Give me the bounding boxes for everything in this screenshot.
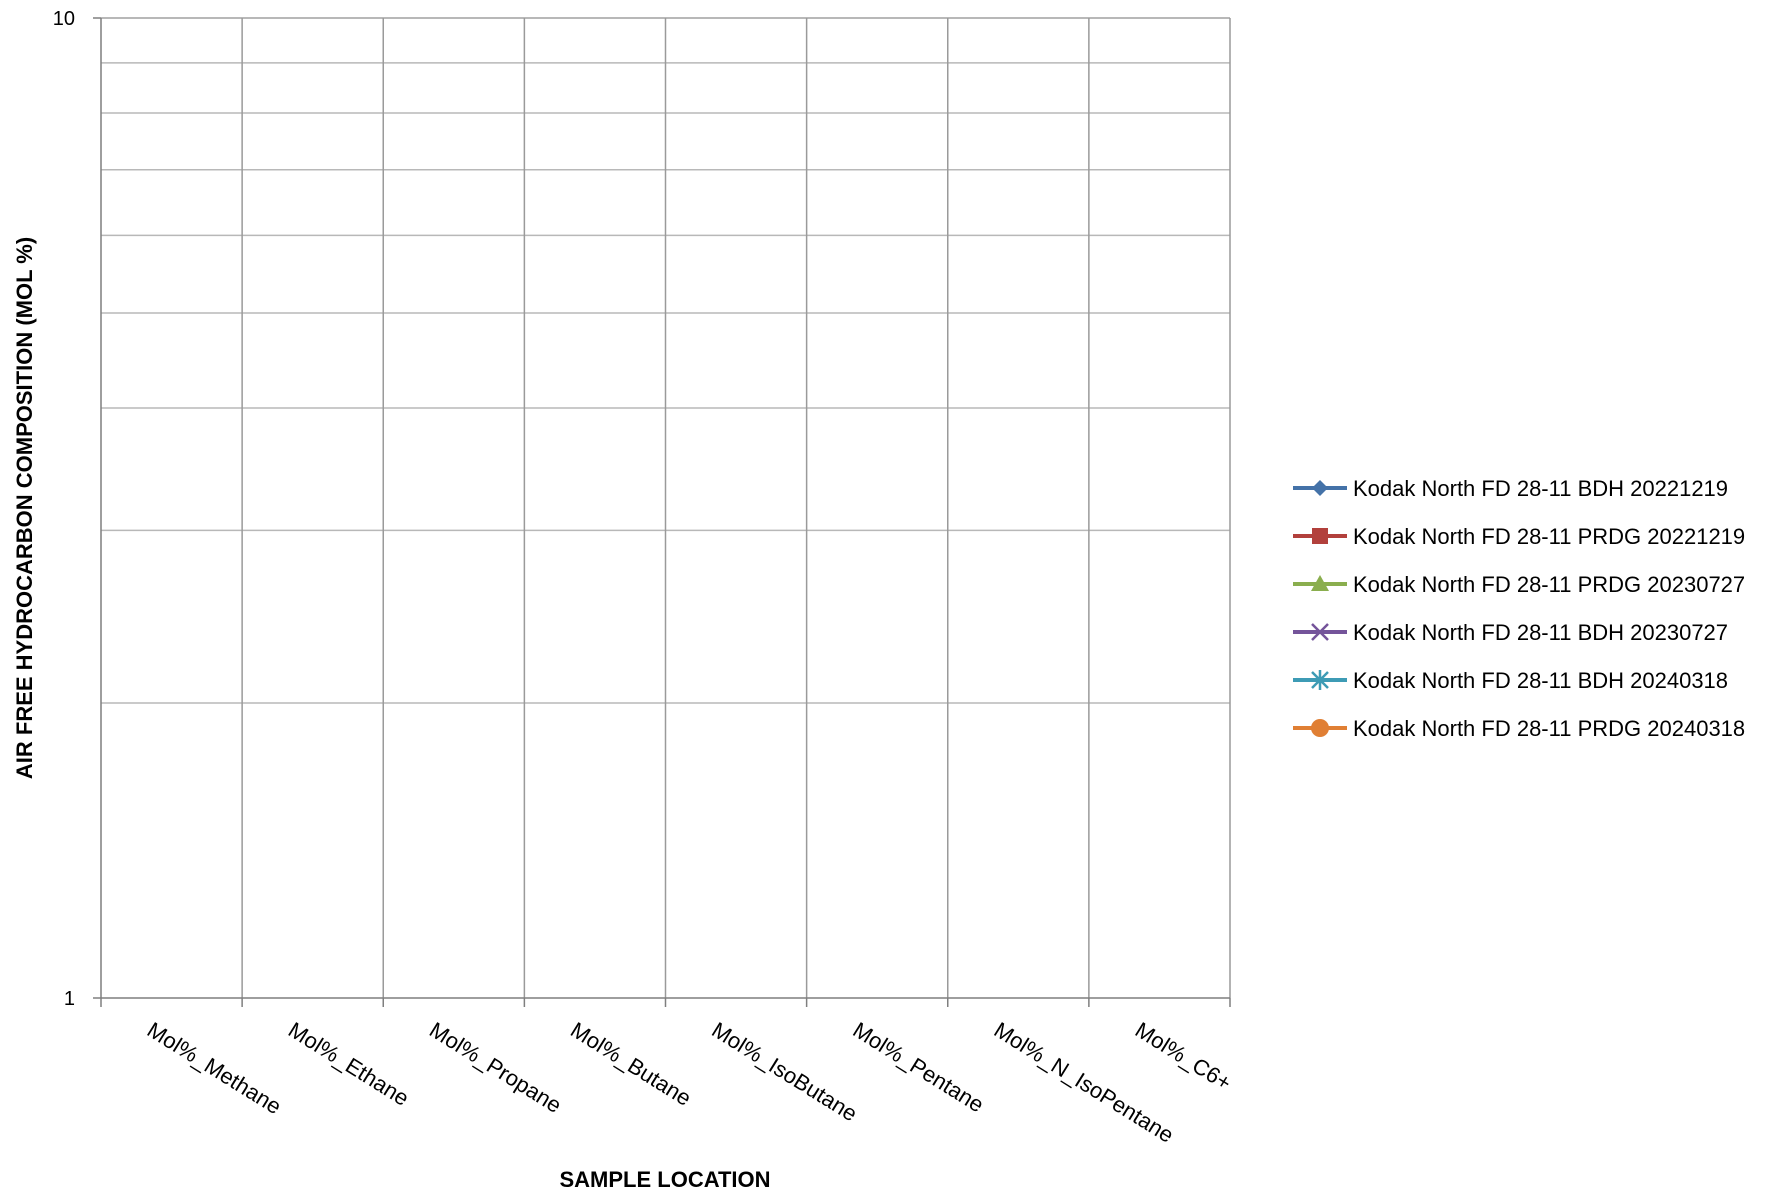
circle-marker-icon [1311, 719, 1329, 737]
x-category-label: Mol%_Propane [425, 1017, 566, 1118]
legend-item: Kodak North FD 28-11 BDH 20230727 [1293, 620, 1728, 645]
square-marker-icon [1312, 528, 1328, 544]
legend-label: Kodak North FD 28-11 BDH 20221219 [1353, 476, 1728, 501]
legend-item: Kodak North FD 28-11 PRDG 20221219 [1293, 524, 1745, 549]
x-category-label: Mol%_Methane [143, 1017, 286, 1119]
y-tick-label: 1 [64, 988, 75, 1010]
star-marker-icon [1311, 670, 1329, 690]
legend-item: Kodak North FD 28-11 PRDG 20230727 [1293, 572, 1745, 597]
legend-item: Kodak North FD 28-11 PRDG 20240318 [1293, 716, 1745, 741]
legend-label: Kodak North FD 28-11 PRDG 20230727 [1353, 572, 1745, 597]
x-category-label: Mol%_C6+ [1131, 1017, 1236, 1096]
tick-labels: 10 1 [53, 8, 75, 1010]
y-axis-title: AIR FREE HYDROCARBON COMPOSITION (MOL %) [12, 237, 37, 779]
x-axis-title: SAMPLE LOCATION [559, 1167, 770, 1192]
legend-item: Kodak North FD 28-11 BDH 20221219 [1293, 476, 1728, 501]
x-category-label: Mol%_Ethane [284, 1017, 413, 1111]
y-tick-label: 10 [53, 8, 75, 30]
legend-label: Kodak North FD 28-11 PRDG 20221219 [1353, 524, 1745, 549]
legend-label: Kodak North FD 28-11 BDH 20230727 [1353, 620, 1728, 645]
legend-label: Kodak North FD 28-11 BDH 20240318 [1353, 668, 1728, 693]
legend: Kodak North FD 28-11 BDH 20221219 Kodak N… [1293, 476, 1745, 741]
grid [101, 17, 1231, 998]
x-category-label: Mol%_Pentane [849, 1017, 989, 1117]
diamond-marker-icon [1312, 480, 1328, 496]
triangle-marker-icon [1311, 575, 1329, 591]
x-marker-icon [1311, 623, 1329, 641]
x-category-label: Mol%_IsoButane [707, 1017, 861, 1126]
axes [93, 17, 1231, 1007]
legend-item: Kodak North FD 28-11 BDH 20240318 [1293, 668, 1728, 693]
legend-label: Kodak North FD 28-11 PRDG 20240318 [1353, 716, 1745, 741]
x-category-label: Mol%_Butane [566, 1017, 695, 1111]
